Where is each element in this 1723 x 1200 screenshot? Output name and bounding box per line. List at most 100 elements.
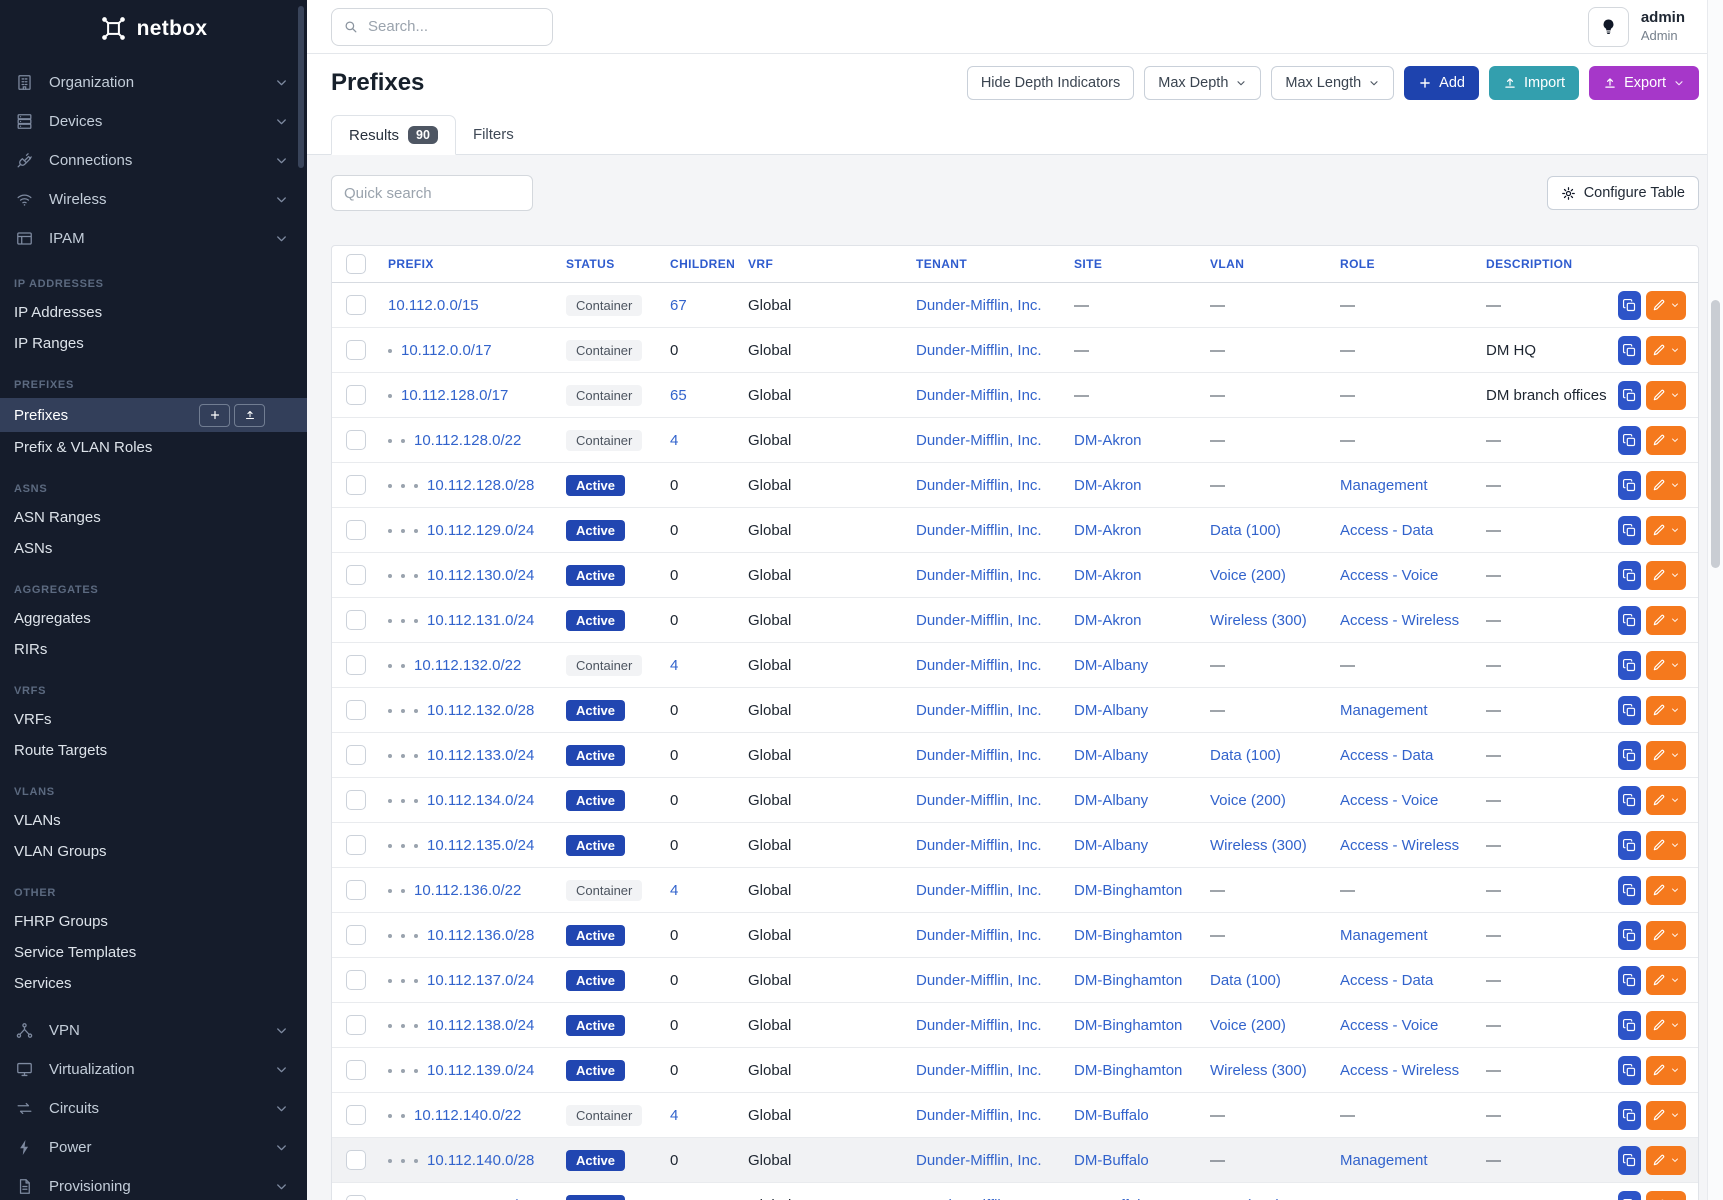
theme-toggle-button[interactable]	[1587, 6, 1629, 47]
tenant-link[interactable]: Dunder-Mifflin, Inc.	[916, 1016, 1042, 1034]
edit-button[interactable]	[1645, 515, 1686, 545]
role-link[interactable]: Access - Voice	[1340, 791, 1439, 809]
tenant-link[interactable]: Dunder-Mifflin, Inc.	[916, 881, 1042, 899]
vlan-link[interactable]: Data (100)	[1210, 1197, 1281, 1200]
row-checkbox[interactable]	[346, 1195, 366, 1200]
clone-button[interactable]	[1618, 1190, 1641, 1200]
sidebar-group-circuits[interactable]: Circuits	[0, 1089, 307, 1128]
role-link[interactable]: Access - Data	[1340, 971, 1434, 989]
row-checkbox[interactable]	[346, 745, 366, 765]
tenant-link[interactable]: Dunder-Mifflin, Inc.	[916, 521, 1042, 539]
site-link[interactable]: DM-Akron	[1074, 611, 1142, 629]
children-count-link[interactable]: 4	[670, 656, 679, 674]
sidebar-item-ip-ranges[interactable]: IP Ranges	[0, 328, 307, 359]
sidebar-group-vpn[interactable]: VPN	[0, 1011, 307, 1050]
hide-depth-indicators-button[interactable]: Hide Depth Indicators	[966, 66, 1135, 100]
prefix-link[interactable]: 10.112.140.0/28	[427, 1151, 535, 1169]
site-link[interactable]: DM-Buffalo	[1074, 1197, 1149, 1200]
row-checkbox[interactable]	[346, 1015, 366, 1035]
tenant-link[interactable]: Dunder-Mifflin, Inc.	[916, 656, 1042, 674]
prefix-link[interactable]: 10.112.128.0/22	[414, 431, 522, 449]
prefix-link[interactable]: 10.112.129.0/24	[427, 521, 535, 539]
site-link[interactable]: DM-Binghamton	[1074, 1016, 1183, 1034]
row-checkbox[interactable]	[346, 1150, 366, 1170]
role-link[interactable]: Management	[1340, 701, 1428, 719]
clone-button[interactable]	[1618, 695, 1641, 725]
children-count-link[interactable]: 4	[670, 881, 679, 899]
role-link[interactable]: Access - Voice	[1340, 566, 1439, 584]
edit-button[interactable]	[1645, 290, 1686, 320]
role-link[interactable]: Access - Data	[1340, 1197, 1433, 1200]
tenant-link[interactable]: Dunder-Mifflin, Inc.	[916, 611, 1042, 629]
tenant-link[interactable]: Dunder-Mifflin, Inc.	[916, 476, 1042, 494]
column-header-description[interactable]: DESCRIPTION	[1476, 246, 1618, 283]
role-link[interactable]: Access - Voice	[1340, 1016, 1439, 1034]
prefix-link[interactable]: 10.112.140.0/22	[414, 1106, 522, 1124]
column-header-status[interactable]: STATUS	[556, 246, 660, 283]
edit-button[interactable]	[1645, 785, 1686, 815]
sidebar-group-virtualization[interactable]: Virtualization	[0, 1050, 307, 1089]
site-link[interactable]: DM-Akron	[1074, 476, 1142, 494]
role-link[interactable]: Access - Wireless	[1340, 1061, 1460, 1079]
children-count-link[interactable]: 67	[670, 296, 687, 314]
role-link[interactable]: Access - Data	[1340, 746, 1434, 764]
tenant-link[interactable]: Dunder-Mifflin, Inc.	[916, 746, 1042, 764]
tenant-link[interactable]: Dunder-Mifflin, Inc.	[916, 566, 1042, 584]
children-count-link[interactable]: 65	[670, 386, 687, 404]
column-header-site[interactable]: SITE	[1064, 246, 1200, 283]
prefix-link[interactable]: 10.112.0.0/17	[401, 341, 492, 359]
page-scrollbar[interactable]	[1707, 0, 1723, 1200]
role-link[interactable]: Management	[1340, 926, 1428, 944]
vlan-link[interactable]: Data (100)	[1210, 746, 1281, 764]
edit-button[interactable]	[1645, 425, 1686, 455]
site-link[interactable]: DM-Albany	[1074, 701, 1149, 719]
row-checkbox[interactable]	[346, 385, 366, 405]
row-checkbox[interactable]	[346, 610, 366, 630]
tab-filters[interactable]: Filters	[456, 114, 531, 154]
sidebar-item-prefixes[interactable]: Prefixes	[0, 398, 307, 432]
tenant-link[interactable]: Dunder-Mifflin, Inc.	[916, 791, 1042, 809]
row-checkbox[interactable]	[346, 475, 366, 495]
row-checkbox[interactable]	[346, 520, 366, 540]
prefix-link[interactable]: 10.112.136.0/28	[427, 926, 535, 944]
clone-button[interactable]	[1618, 1145, 1641, 1175]
sidebar-item-vlan-groups[interactable]: VLAN Groups	[0, 836, 307, 867]
tab-results[interactable]: Results 90	[331, 115, 456, 155]
clone-button[interactable]	[1618, 470, 1641, 500]
prefix-link[interactable]: 10.112.141.0/24	[427, 1197, 534, 1200]
edit-button[interactable]	[1645, 965, 1686, 995]
sidebar-group-connections[interactable]: Connections	[0, 141, 307, 180]
sidebar-group-wireless[interactable]: Wireless	[0, 180, 307, 219]
prefix-link[interactable]: 10.112.131.0/24	[427, 611, 535, 629]
netbox-logo[interactable]: netbox	[0, 0, 307, 55]
edit-button[interactable]	[1645, 1010, 1686, 1040]
site-link[interactable]: DM-Albany	[1074, 836, 1149, 854]
prefix-link[interactable]: 10.112.133.0/24	[427, 746, 535, 764]
clone-button[interactable]	[1618, 875, 1641, 905]
prefix-link[interactable]: 10.112.0.0/15	[388, 296, 479, 314]
sidebar-item-services[interactable]: Services	[0, 968, 307, 999]
edit-button[interactable]	[1645, 1055, 1686, 1085]
prefix-link[interactable]: 10.112.139.0/24	[427, 1061, 535, 1079]
clone-button[interactable]	[1618, 920, 1641, 950]
tenant-link[interactable]: Dunder-Mifflin, Inc.	[916, 1197, 1042, 1200]
site-link[interactable]: DM-Buffalo	[1074, 1151, 1149, 1169]
tenant-link[interactable]: Dunder-Mifflin, Inc.	[916, 836, 1042, 854]
site-link[interactable]: DM-Albany	[1074, 791, 1149, 809]
global-search[interactable]	[331, 7, 569, 46]
edit-button[interactable]	[1645, 1190, 1686, 1200]
sidebar-item-asns[interactable]: ASNs	[0, 533, 307, 564]
page-scrollbar-thumb[interactable]	[1711, 300, 1720, 568]
prefix-link[interactable]: 10.112.136.0/22	[414, 881, 522, 899]
tenant-link[interactable]: Dunder-Mifflin, Inc.	[916, 1106, 1042, 1124]
sidebar-item-service-templates[interactable]: Service Templates	[0, 937, 307, 968]
vlan-link[interactable]: Voice (200)	[1210, 1016, 1286, 1034]
column-header-children[interactable]: CHILDREN	[660, 246, 738, 283]
clone-button[interactable]	[1618, 425, 1641, 455]
export-dropdown[interactable]: Export	[1589, 66, 1699, 100]
edit-button[interactable]	[1645, 875, 1686, 905]
edit-button[interactable]	[1645, 470, 1686, 500]
tenant-link[interactable]: Dunder-Mifflin, Inc.	[916, 971, 1042, 989]
row-checkbox[interactable]	[346, 295, 366, 315]
clone-button[interactable]	[1618, 1100, 1641, 1130]
